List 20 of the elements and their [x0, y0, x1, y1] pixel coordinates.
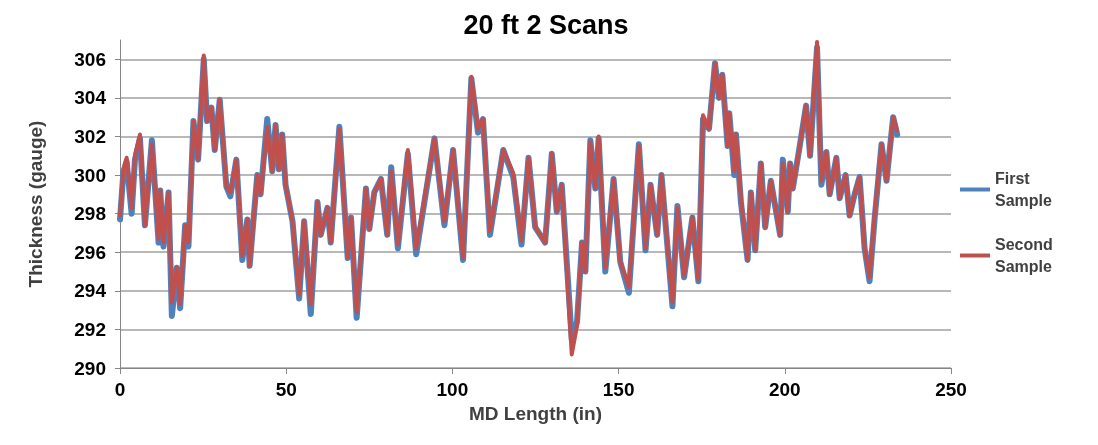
y-tick-label: 296	[74, 241, 106, 263]
y-tick-label: 304	[74, 87, 107, 109]
legend-label: Second Sample	[995, 236, 1058, 275]
x-tick-label: 250	[935, 379, 967, 400]
x-tick-label: 200	[768, 379, 801, 400]
x-tick-label: 100	[436, 379, 469, 400]
x-axis-title: MD Length (in)	[469, 402, 602, 424]
chart-title: 20 ft 2 Scans	[463, 9, 629, 40]
x-tick-label: 50	[275, 379, 297, 400]
y-axis-title: Thickness (gauge)	[25, 120, 46, 288]
y-tick-label: 306	[74, 48, 106, 70]
y-tick-label: 302	[74, 125, 106, 147]
y-tick-label: 298	[74, 203, 106, 225]
x-tick-label: 150	[602, 379, 635, 400]
y-tick-label: 294	[74, 280, 107, 302]
y-tick-label: 290	[74, 357, 106, 379]
x-tick-label: 0	[114, 379, 126, 400]
y-tick-label: 292	[74, 318, 106, 340]
y-tick-label: 300	[74, 164, 106, 186]
legend-label: First Sample	[995, 170, 1053, 209]
